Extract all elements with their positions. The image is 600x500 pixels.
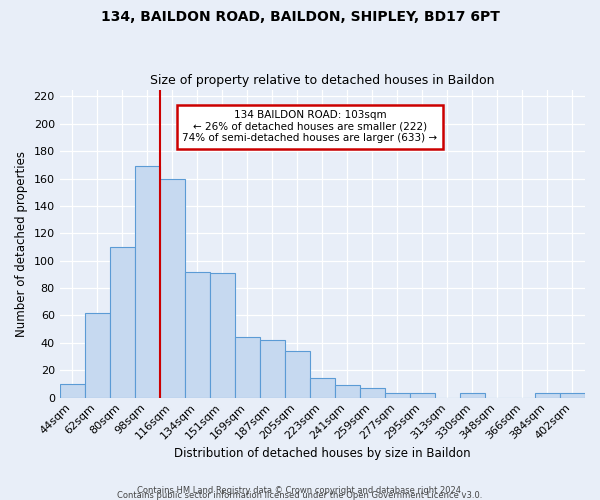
Bar xyxy=(110,247,135,398)
Bar xyxy=(185,272,210,398)
Bar xyxy=(535,394,560,398)
Bar xyxy=(59,384,85,398)
Bar xyxy=(85,312,110,398)
Text: 134 BAILDON ROAD: 103sqm
← 26% of detached houses are smaller (222)
74% of semi-: 134 BAILDON ROAD: 103sqm ← 26% of detach… xyxy=(182,110,437,144)
Bar xyxy=(135,166,160,398)
Bar xyxy=(335,386,360,398)
Bar xyxy=(210,273,235,398)
Bar xyxy=(360,388,385,398)
Text: Contains public sector information licensed under the Open Government Licence v3: Contains public sector information licen… xyxy=(118,491,482,500)
Text: Contains HM Land Registry data © Crown copyright and database right 2024.: Contains HM Land Registry data © Crown c… xyxy=(137,486,463,495)
X-axis label: Distribution of detached houses by size in Baildon: Distribution of detached houses by size … xyxy=(174,447,470,460)
Y-axis label: Number of detached properties: Number of detached properties xyxy=(15,150,28,336)
Title: Size of property relative to detached houses in Baildon: Size of property relative to detached ho… xyxy=(150,74,494,87)
Bar xyxy=(285,351,310,398)
Bar xyxy=(160,178,185,398)
Bar xyxy=(410,394,435,398)
Bar xyxy=(235,338,260,398)
Bar xyxy=(260,340,285,398)
Bar xyxy=(560,394,585,398)
Bar xyxy=(310,378,335,398)
Text: 134, BAILDON ROAD, BAILDON, SHIPLEY, BD17 6PT: 134, BAILDON ROAD, BAILDON, SHIPLEY, BD1… xyxy=(101,10,499,24)
Bar xyxy=(385,394,410,398)
Bar xyxy=(460,394,485,398)
